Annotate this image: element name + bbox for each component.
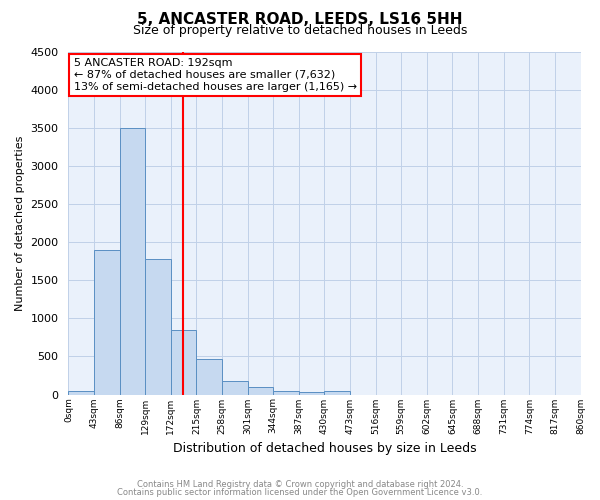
Y-axis label: Number of detached properties: Number of detached properties bbox=[15, 136, 25, 310]
Text: 5, ANCASTER ROAD, LEEDS, LS16 5HH: 5, ANCASTER ROAD, LEEDS, LS16 5HH bbox=[137, 12, 463, 28]
Bar bbox=[171, 330, 196, 394]
Bar bbox=[196, 360, 222, 394]
Bar bbox=[145, 259, 171, 394]
Bar bbox=[94, 250, 119, 394]
Text: Contains HM Land Registry data © Crown copyright and database right 2024.: Contains HM Land Registry data © Crown c… bbox=[137, 480, 463, 489]
Bar bbox=[222, 381, 248, 394]
Bar bbox=[248, 388, 273, 394]
Bar bbox=[68, 390, 94, 394]
Bar bbox=[273, 390, 299, 394]
Text: Size of property relative to detached houses in Leeds: Size of property relative to detached ho… bbox=[133, 24, 467, 37]
Bar bbox=[299, 392, 325, 394]
Text: Contains public sector information licensed under the Open Government Licence v3: Contains public sector information licen… bbox=[118, 488, 482, 497]
Text: 5 ANCASTER ROAD: 192sqm
← 87% of detached houses are smaller (7,632)
13% of semi: 5 ANCASTER ROAD: 192sqm ← 87% of detache… bbox=[74, 58, 356, 92]
X-axis label: Distribution of detached houses by size in Leeds: Distribution of detached houses by size … bbox=[173, 442, 476, 455]
Bar bbox=[325, 390, 350, 394]
Bar bbox=[119, 128, 145, 394]
